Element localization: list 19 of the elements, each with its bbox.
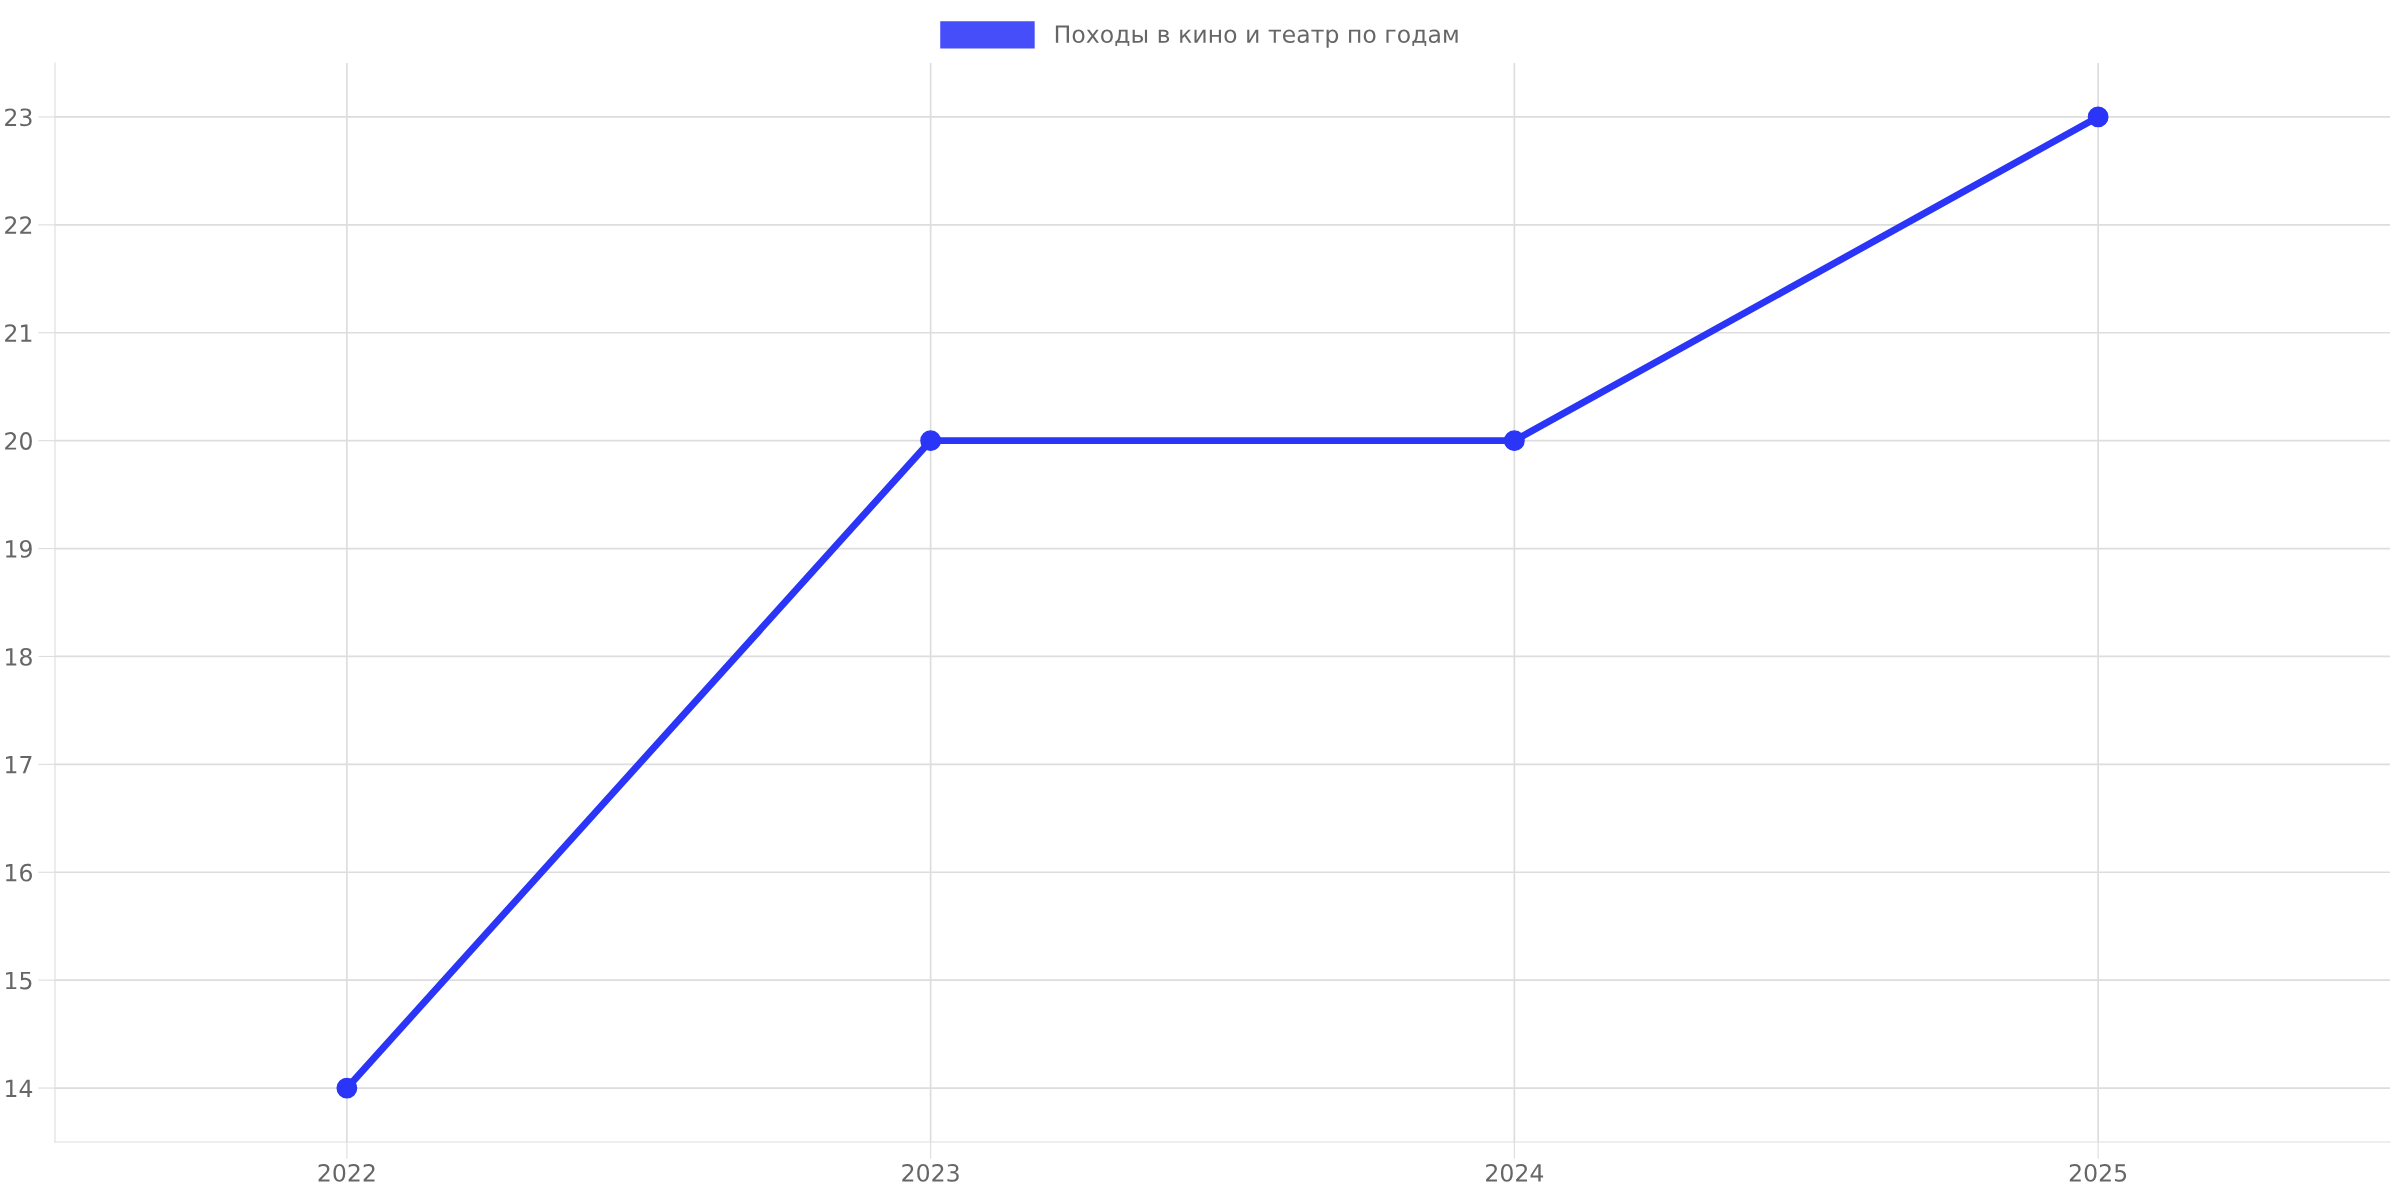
x-tick-label: 2024 bbox=[1486, 1163, 1544, 1182]
y-tick-label: 19 bbox=[6, 540, 32, 558]
legend-label: Походы в кино и театр по годам bbox=[1055, 25, 1458, 48]
y-tick-label: 14 bbox=[6, 1079, 33, 1098]
point bbox=[2087, 106, 2109, 128]
y-tick-label: 16 bbox=[6, 863, 32, 882]
point bbox=[920, 430, 942, 452]
x-tick-label: 2023 bbox=[902, 1163, 959, 1182]
y-tick-label: 20 bbox=[5, 432, 32, 450]
point bbox=[1503, 430, 1525, 452]
x-tick-label: 2025 bbox=[2069, 1163, 2127, 1182]
y-tick-label: 17 bbox=[6, 756, 32, 774]
y-tick-label: 23 bbox=[5, 108, 32, 127]
y-tick-label: 18 bbox=[6, 647, 32, 666]
x-tick-label: 2022 bbox=[318, 1163, 375, 1182]
point bbox=[336, 1077, 358, 1099]
y-tick-label: 22 bbox=[5, 216, 32, 234]
y-tick-label: 15 bbox=[6, 971, 32, 990]
y-tick-label: 21 bbox=[5, 324, 32, 342]
